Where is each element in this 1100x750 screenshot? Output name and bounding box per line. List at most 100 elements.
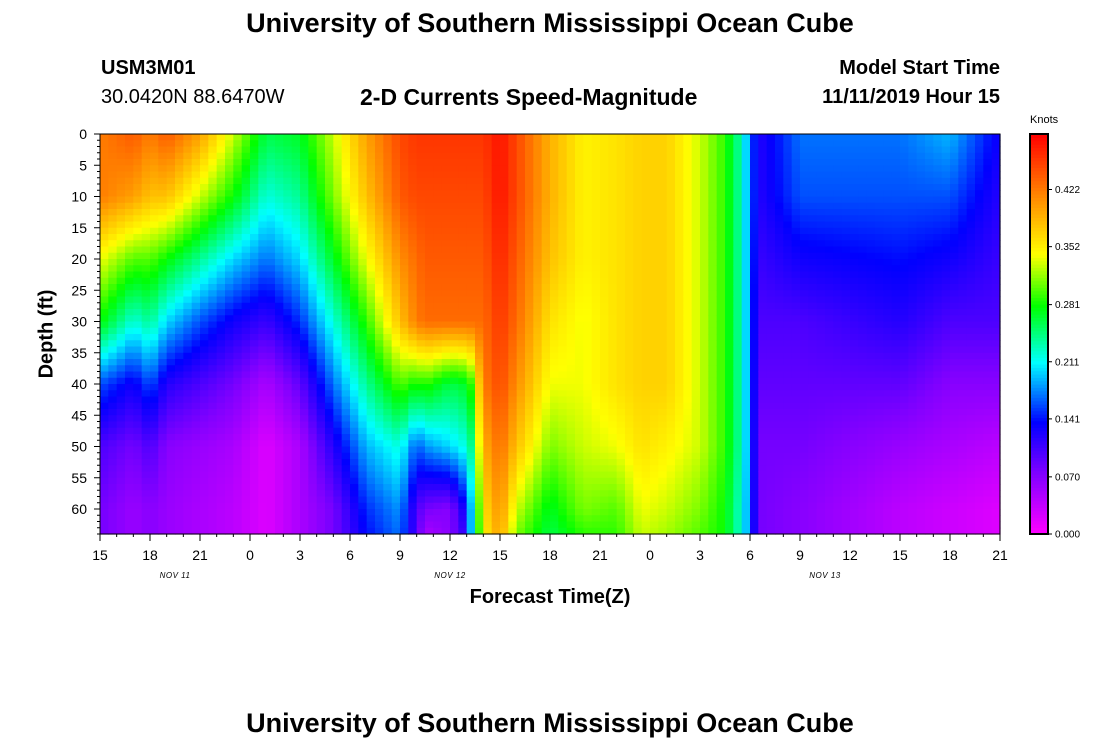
heatmap-cell <box>141 159 151 166</box>
heatmap-cell <box>508 140 518 148</box>
heatmap-cell <box>341 409 351 416</box>
heatmap-cell <box>408 459 418 466</box>
heatmap-cell <box>575 521 584 529</box>
heatmap-cell <box>116 171 126 179</box>
heatmap-cell <box>100 346 109 354</box>
heatmap-cell <box>725 502 734 510</box>
heatmap-cell <box>366 296 376 304</box>
heatmap-cell <box>108 146 118 154</box>
heatmap-cell <box>500 321 509 329</box>
heatmap-cell <box>358 146 368 154</box>
heatmap-cell <box>566 177 576 185</box>
heatmap-cell <box>316 321 326 329</box>
heatmap-cell <box>500 459 509 466</box>
heatmap-cell <box>191 471 201 479</box>
heatmap-cell <box>650 496 659 504</box>
heatmap-cell <box>250 477 259 485</box>
heatmap-cell <box>316 434 326 441</box>
heatmap-cell <box>408 284 418 291</box>
heatmap-cell <box>400 490 409 498</box>
heatmap-cell <box>133 140 143 148</box>
heatmap-cell <box>550 327 559 335</box>
heatmap-cell <box>508 134 518 141</box>
heatmap-cell <box>283 509 293 516</box>
heatmap-cell <box>541 234 551 241</box>
heatmap-cell <box>591 365 601 373</box>
heatmap-cell <box>400 390 409 398</box>
heatmap-cell <box>408 365 418 373</box>
heatmap-cell <box>441 221 451 229</box>
heatmap-cell <box>500 302 509 310</box>
heatmap-cell <box>108 240 118 248</box>
heatmap-cell <box>516 165 526 173</box>
heatmap-cell <box>258 234 268 241</box>
heatmap-cell <box>558 496 568 504</box>
heatmap-cell <box>408 496 418 504</box>
heatmap-cell <box>441 209 451 216</box>
heatmap-cell <box>183 302 193 310</box>
heatmap-cell <box>325 421 334 429</box>
heatmap-cell <box>358 215 368 223</box>
heatmap-cell <box>616 477 626 485</box>
heatmap-cell <box>683 302 693 310</box>
heatmap-cell <box>175 440 184 448</box>
heatmap-cell <box>425 377 434 385</box>
heatmap-cell <box>266 521 276 529</box>
heatmap-cell <box>316 390 326 398</box>
heatmap-cell <box>708 234 718 241</box>
heatmap-cell <box>591 196 601 204</box>
heatmap-cell <box>658 452 668 460</box>
heatmap-cell <box>133 171 143 179</box>
heatmap-cell <box>325 165 334 173</box>
heatmap-cell <box>575 196 584 204</box>
heatmap-cell <box>466 340 476 348</box>
heatmap-cell <box>600 371 609 379</box>
heatmap-cell <box>191 427 201 435</box>
heatmap-cell <box>491 221 501 229</box>
heatmap-cell <box>250 471 259 479</box>
heatmap-cell <box>391 246 401 254</box>
heatmap-cell <box>433 496 443 504</box>
heatmap-cell <box>508 146 518 154</box>
heatmap-cell <box>125 240 134 248</box>
heatmap-cell <box>300 484 309 491</box>
heatmap-cell <box>283 465 293 473</box>
heatmap-cell <box>341 165 351 173</box>
heatmap-cell <box>283 265 293 273</box>
heatmap-cell <box>600 202 609 210</box>
heatmap-cell <box>291 234 301 241</box>
heatmap-cell <box>533 409 543 416</box>
heatmap-cell <box>466 465 476 473</box>
heatmap-cell <box>275 184 284 191</box>
heatmap-cell <box>250 177 259 185</box>
heatmap-cell <box>625 252 634 260</box>
heatmap-cell <box>658 471 668 479</box>
heatmap-cell <box>166 240 176 248</box>
heatmap-cell <box>266 515 276 523</box>
heatmap-cell <box>258 465 268 473</box>
heatmap-cell <box>383 190 393 198</box>
heatmap-cell <box>616 415 626 423</box>
heatmap-cell <box>466 352 476 360</box>
heatmap-cell <box>233 502 243 510</box>
heatmap-cell <box>308 465 318 473</box>
heatmap-cell <box>308 177 318 185</box>
heatmap-cell <box>641 490 651 498</box>
heatmap-cell <box>125 402 134 410</box>
heatmap-cell <box>108 196 118 204</box>
heatmap-cell <box>516 484 526 491</box>
heatmap-cell <box>366 490 376 498</box>
heatmap-cell <box>166 390 176 398</box>
heatmap-cell <box>625 359 634 366</box>
heatmap-cell <box>516 252 526 260</box>
heatmap-cell <box>633 334 643 341</box>
heatmap-cell <box>316 146 326 154</box>
heatmap-cell <box>616 509 626 516</box>
heatmap-cell <box>600 165 609 173</box>
heatmap-cell <box>591 509 601 516</box>
heatmap-cell <box>500 159 509 166</box>
heatmap-cell <box>425 471 434 479</box>
heatmap-cell <box>608 284 618 291</box>
heatmap-cell <box>450 365 459 373</box>
heatmap-cell <box>591 515 601 523</box>
